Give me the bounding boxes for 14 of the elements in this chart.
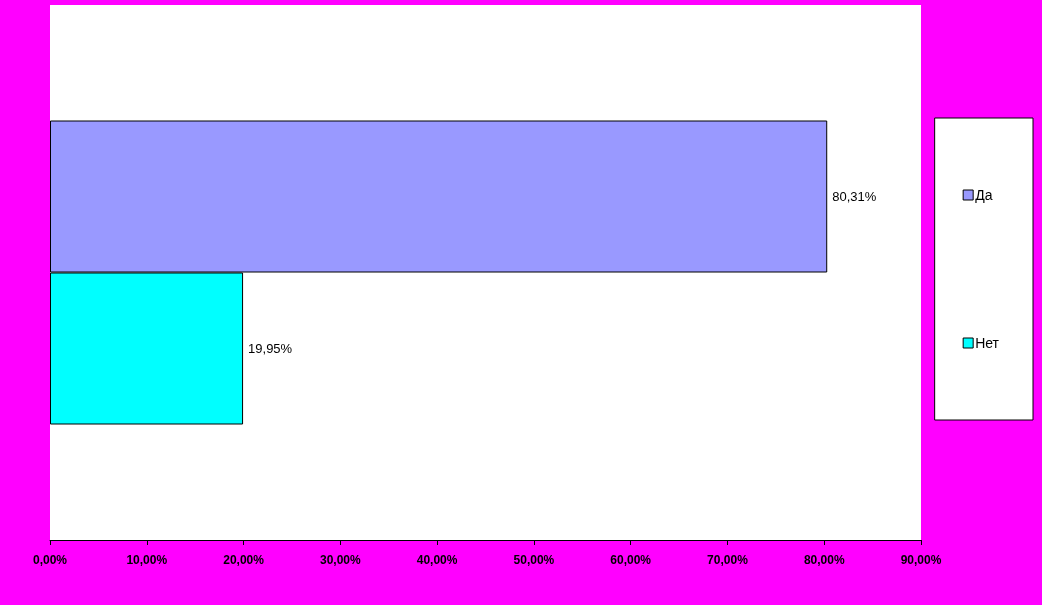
x-tick-label: 70,00% [707, 553, 749, 567]
x-tick-label: 10,00% [126, 553, 168, 567]
x-tick-label: 50,00% [513, 553, 555, 567]
legend-label: Да [975, 187, 993, 203]
data-label: 19,95% [248, 341, 293, 356]
x-tick-label: 30,00% [319, 553, 362, 567]
x-tick-label: 0,00% [32, 553, 68, 567]
x-tick-label: 20,00% [223, 553, 265, 567]
x-tick-label: 40,00% [416, 553, 458, 567]
x-tick-label: 60,00% [610, 553, 652, 567]
x-tick-label: 80,00% [803, 553, 845, 567]
data-label: 80,31% [832, 189, 877, 204]
legend-label: Нет [975, 335, 1000, 351]
x-tick-label: 90,00% [900, 553, 942, 567]
